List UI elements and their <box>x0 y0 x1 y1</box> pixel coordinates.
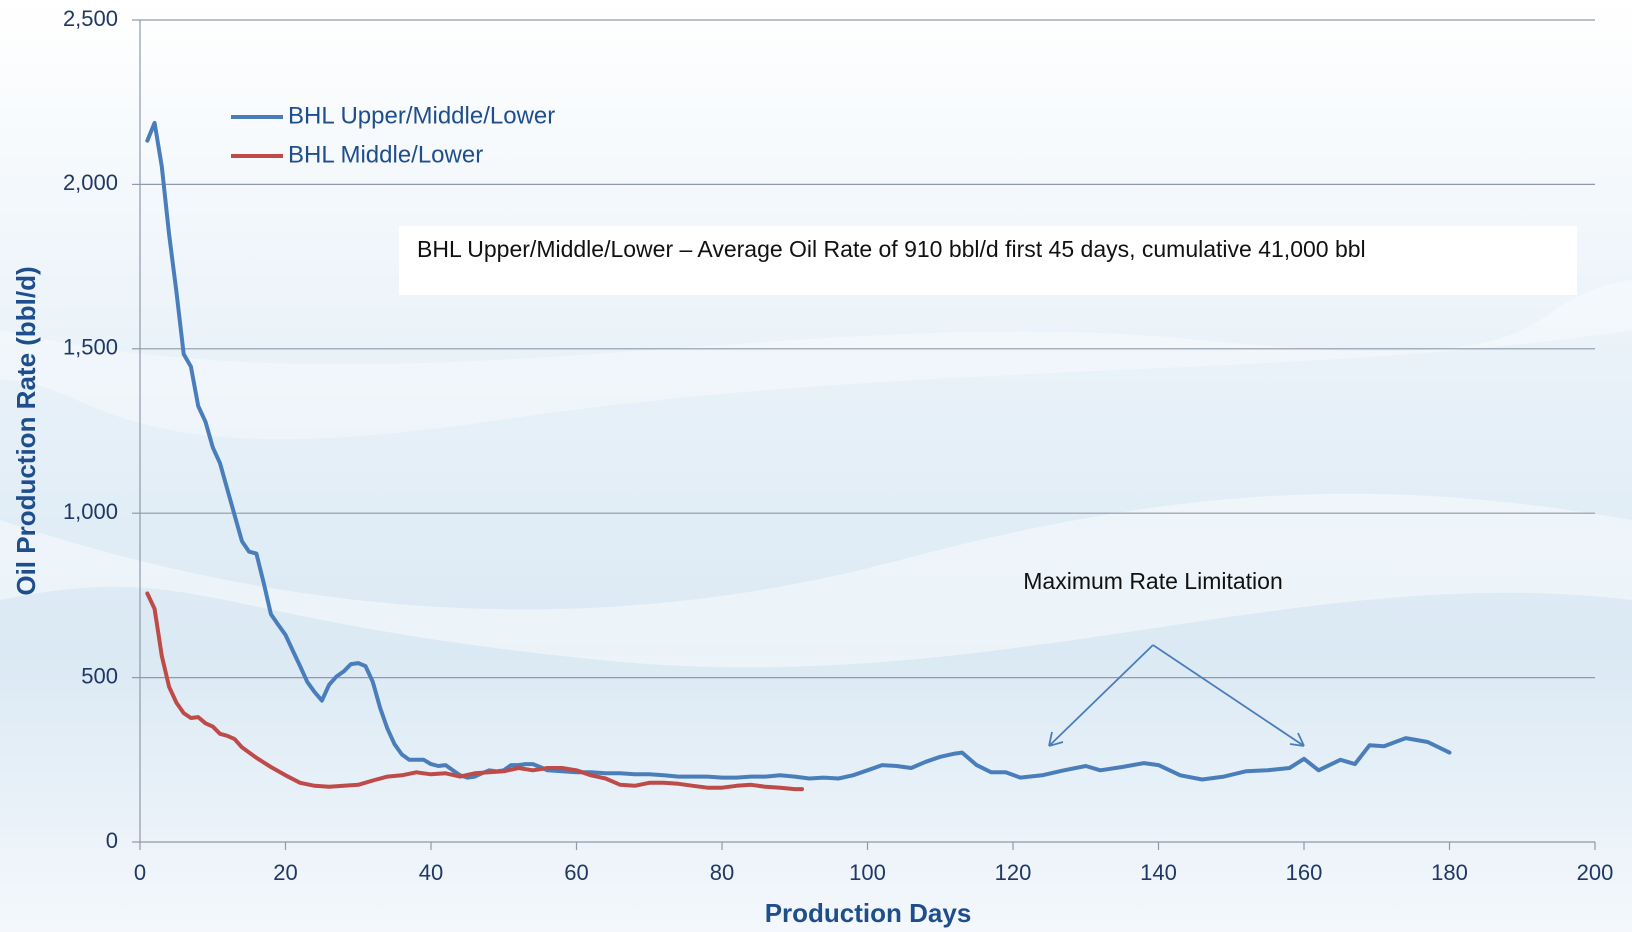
series-line <box>145 591 804 792</box>
arrow <box>1152 644 1305 747</box>
x-tick-label: 200 <box>1577 860 1614 885</box>
x-tick-label: 160 <box>1286 860 1323 885</box>
legend-label: BHL Upper/Middle/Lower <box>288 102 555 129</box>
x-tick-label: 60 <box>564 860 588 885</box>
y-tick-label: 1,000 <box>63 499 118 524</box>
x-tick-label: 0 <box>134 860 146 885</box>
plot-area: 0 500 1,000 1,500 2,000 2,500 0 20 40 60 80 100 120 1… <box>63 6 1613 885</box>
legend-label: BHL Middle/Lower <box>288 141 483 168</box>
x-tick-label: 20 <box>273 860 297 885</box>
x-tick-label: 80 <box>710 860 734 885</box>
x-tick-label: 180 <box>1431 860 1468 885</box>
y-tick-label: 500 <box>81 663 118 688</box>
x-tick-label: 40 <box>419 860 443 885</box>
x-tick-label: 120 <box>995 860 1032 885</box>
x-tick-label: 140 <box>1140 860 1177 885</box>
y-tick-label: 0 <box>106 828 118 853</box>
y-tick-label: 2,500 <box>63 6 118 31</box>
annotation: Maximum Rate Limitation <box>1023 568 1282 594</box>
arrow <box>1048 644 1154 747</box>
wave <box>0 493 1632 668</box>
x-tick-label: 100 <box>849 860 886 885</box>
arrows <box>1048 644 1305 747</box>
series-line <box>145 120 1452 782</box>
y-tick-label: 1,500 <box>63 335 118 360</box>
annotation: BHL Upper/Middle/Lower – Average Oil Rat… <box>417 236 1366 262</box>
wave <box>0 280 1632 440</box>
y-axis-title: Oil Production Rate (bbl/d) <box>11 266 41 595</box>
y-tick-label: 2,000 <box>63 170 118 195</box>
annotation-box <box>399 226 1577 295</box>
x-axis-title: Production Days <box>765 898 972 928</box>
